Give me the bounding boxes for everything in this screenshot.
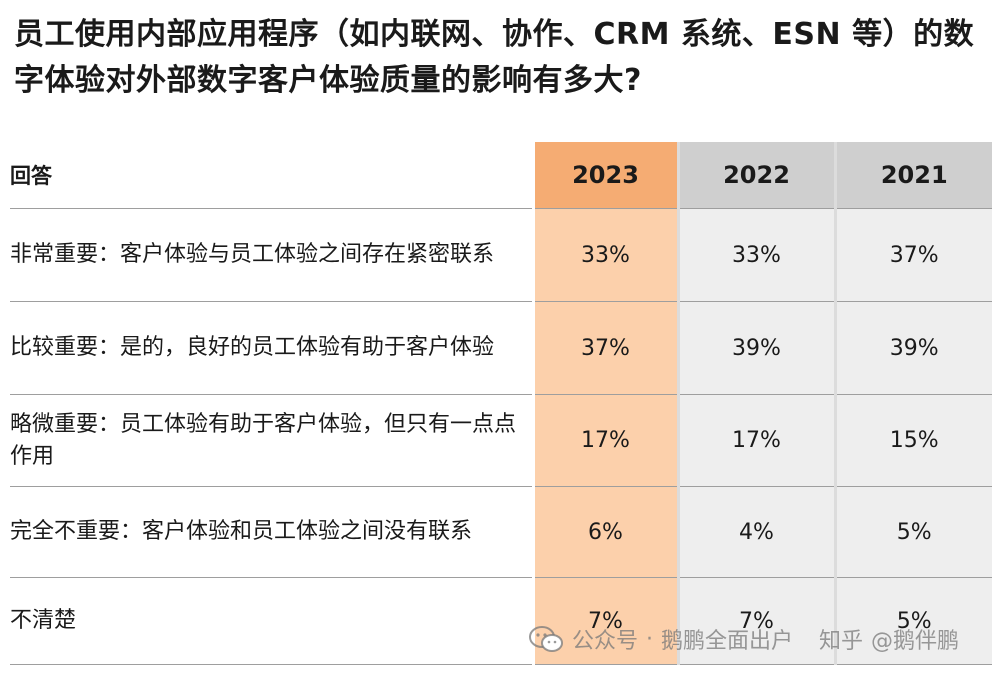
table-row: 略微重要：员工体验有助于客户体验，但只有一点点作用 17% 17% 15% (10, 394, 992, 487)
header-year-2023: 2023 (531, 142, 678, 209)
chart-title: 员工使用内部应用程序（如内联网、协作、CRM 系统、ESN 等）的数字体验对外部… (14, 17, 975, 98)
table-row: 比较重要：是的，良好的员工体验有助于客户体验 37% 39% 39% (10, 301, 992, 395)
value-cell-2022: 4% (676, 486, 835, 578)
watermark-site: 知乎 (819, 629, 864, 654)
watermark: 公众号 · 鹅鹏全面出户 知乎 @鹅伴鹏 (528, 622, 959, 656)
header-row: 回答 2023 2022 2021 (10, 142, 992, 209)
table-row: 不清楚 7% 7% 5% (10, 577, 992, 665)
response-label: 非常重要：客户体验与员工体验之间存在紧密联系 (10, 208, 533, 302)
response-label: 不清楚 (10, 577, 533, 665)
value-cell-2022: 17% (676, 394, 835, 487)
watermark-name: 鹅鹏全面出户 (661, 629, 794, 654)
value-cell-2022: 39% (676, 301, 835, 395)
value-cell-2023: 17% (531, 394, 678, 487)
value-cell-2021: 15% (833, 394, 992, 487)
value-cell-2021: 39% (833, 301, 992, 395)
table-row: 非常重要：客户体验与员工体验之间存在紧密联系 33% 33% 37% (10, 208, 992, 302)
value-cell-2021: 37% (833, 208, 992, 302)
value-cell-2023: 33% (531, 208, 678, 302)
value-cell-2022: 33% (676, 208, 835, 302)
value-cell-2023: 7% (531, 577, 678, 665)
value-cell-2023: 6% (531, 486, 678, 578)
watermark-account: 公众号 (572, 629, 639, 654)
header-label: 回答 (10, 164, 52, 188)
watermark-handle: @鹅伴鹏 (871, 629, 960, 654)
value-cell-2022: 7% (676, 577, 835, 665)
survey-table: 回答 2023 2022 2021 非常重要：客户体验与员工体验之间存在紧密联系… (10, 142, 992, 665)
response-label: 完全不重要：客户体验和员工体验之间没有联系 (10, 486, 533, 578)
watermark-separator: · (646, 626, 654, 652)
table-row: 完全不重要：客户体验和员工体验之间没有联系 6% 4% 5% (10, 486, 992, 578)
response-label: 略微重要：员工体验有助于客户体验，但只有一点点作用 (10, 394, 533, 487)
value-cell-2021: 5% (833, 577, 992, 665)
header-year-2022: 2022 (676, 142, 835, 209)
wechat-icon (529, 626, 563, 652)
response-label: 比较重要：是的，良好的员工体验有助于客户体验 (10, 301, 533, 395)
value-cell-2023: 37% (531, 301, 678, 395)
value-cell-2021: 5% (833, 486, 992, 578)
header-year-2021: 2021 (833, 142, 992, 209)
